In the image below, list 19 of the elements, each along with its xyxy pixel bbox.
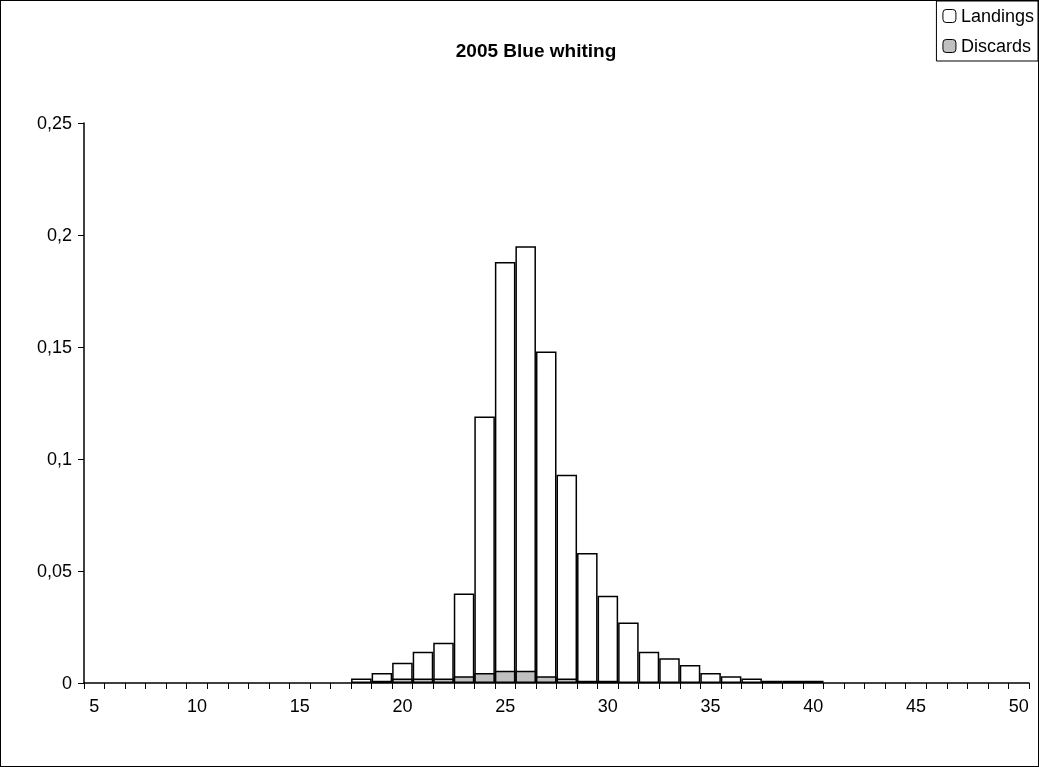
legend-label: Landings	[960, 6, 1035, 26]
x-tick-label: 20	[392, 696, 413, 716]
y-tick-label: 0,15	[36, 337, 72, 357]
x-tick-label: 40	[803, 696, 824, 716]
y-tick-label: 0,25	[36, 113, 72, 133]
x-tick-label: 5	[89, 696, 100, 716]
y-tick-label: 0,05	[36, 561, 72, 581]
y-tick-label: 0	[61, 673, 72, 693]
y-tick-label: 0,2	[46, 225, 72, 245]
x-tick-label: 50	[1008, 696, 1029, 716]
x-tick-label: 10	[186, 696, 207, 716]
x-tick-label: 30	[597, 696, 618, 716]
chart-title: 2005 Blue whiting	[455, 40, 617, 61]
legend-label: Discards	[960, 36, 1031, 56]
y-tick-label: 0,1	[46, 449, 72, 469]
x-tick-label: 45	[906, 696, 927, 716]
x-tick-label: 25	[495, 696, 516, 716]
x-tick-label: 15	[289, 696, 310, 716]
x-tick-label: 35	[700, 696, 721, 716]
